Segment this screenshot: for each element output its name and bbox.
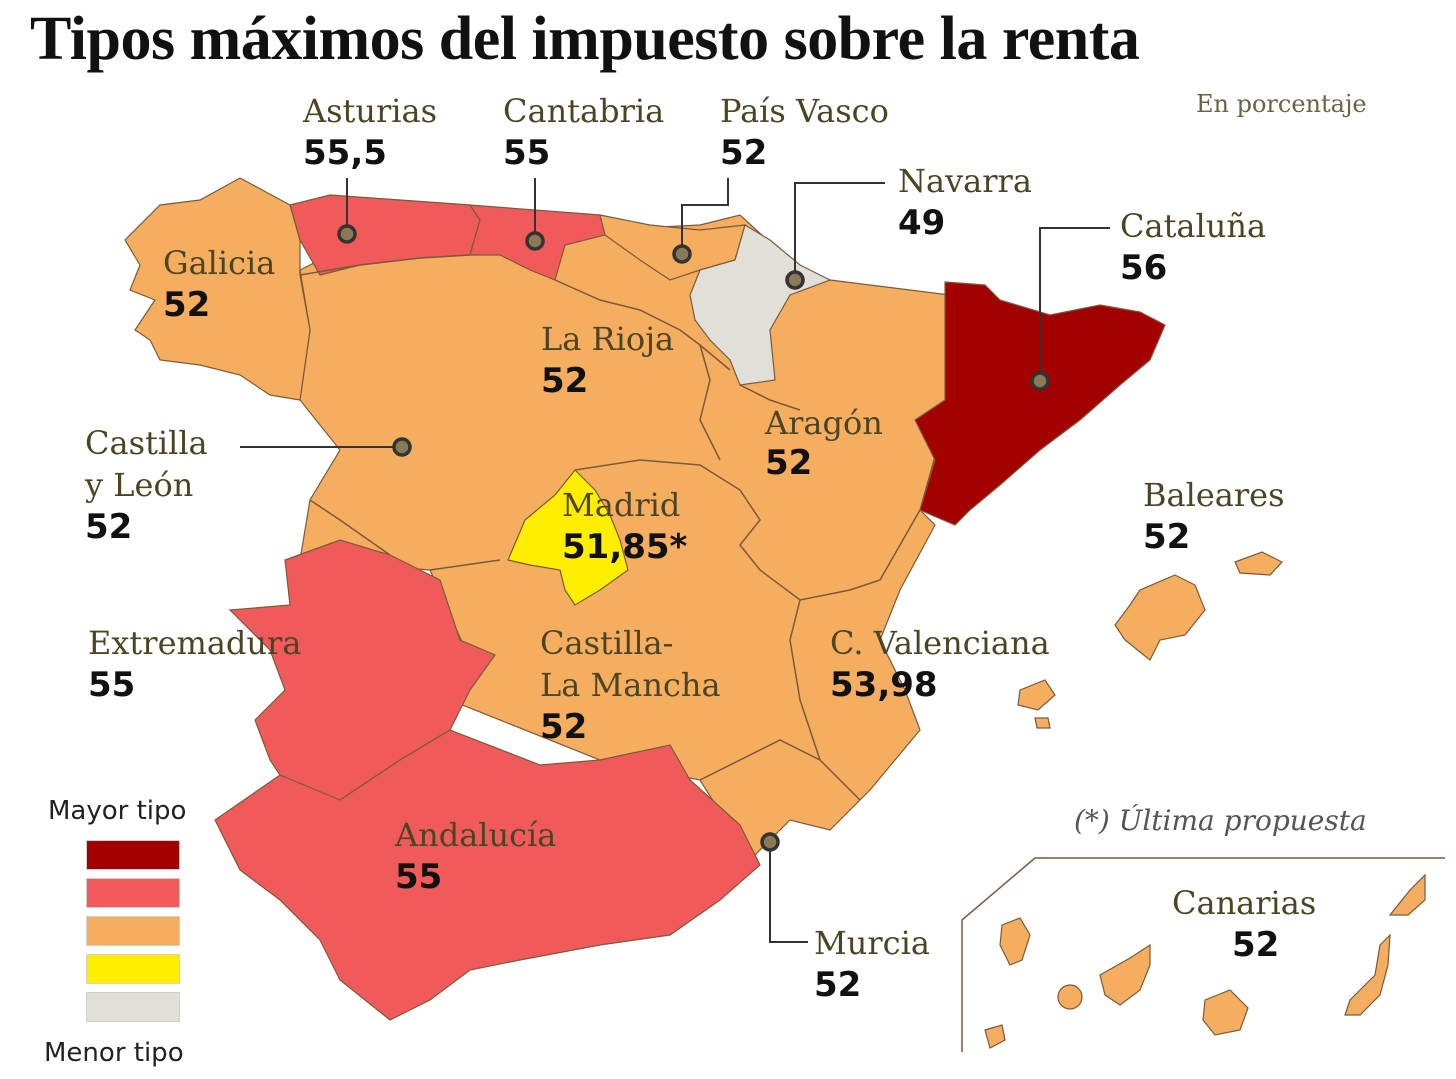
label-castilla-la-mancha-2: La Mancha (540, 666, 721, 704)
region-baleares-menorca (1234, 551, 1283, 576)
value-valenciana: 53,98 (830, 665, 938, 705)
label-murcia: Murcia (814, 924, 930, 962)
legend-swatch-lowest (86, 992, 180, 1022)
value-pais-vasco: 52 (720, 133, 768, 173)
label-asturias: Asturias (303, 92, 438, 130)
value-castilla-leon: 52 (85, 507, 133, 547)
dot-murcia (760, 832, 780, 852)
value-galicia: 52 (163, 285, 211, 325)
leader-dots (337, 224, 1050, 852)
label-andalucia: Andalucía (395, 816, 557, 854)
canarias-inset-frame (961, 857, 1445, 1052)
label-castilla-la-mancha-1: Castilla- (540, 624, 674, 662)
value-asturias: 55,5 (303, 133, 387, 173)
legend-swatch-highest (86, 840, 180, 870)
label-galicia: Galicia (163, 244, 276, 282)
dot-castilla-leon (392, 437, 412, 457)
value-cataluna: 56 (1120, 248, 1168, 288)
label-canarias: Canarias (1172, 884, 1317, 922)
region-borders (299, 254, 921, 801)
legend-swatch-low (86, 954, 180, 984)
region-cataluna (914, 281, 1166, 526)
region-madrid (507, 469, 629, 606)
dot-navarra (785, 270, 805, 290)
legend-swatch-high (86, 878, 180, 908)
label-cataluna: Cataluña (1120, 207, 1267, 245)
value-castilla-la-mancha: 52 (540, 707, 588, 747)
value-baleares: 52 (1143, 517, 1191, 557)
dot-pais-vasco (672, 244, 692, 264)
label-valenciana: C. Valenciana (830, 624, 1050, 662)
legend-swatch-mid (86, 916, 180, 946)
value-extremadura: 55 (88, 665, 136, 705)
region-baleares-formentera (1034, 717, 1051, 729)
legend-top-label: Mayor tipo (48, 796, 187, 826)
label-navarra: Navarra (898, 162, 1032, 200)
region-galicia (124, 177, 311, 401)
value-cantabria: 55 (503, 133, 551, 173)
label-aragon: Aragón (765, 404, 883, 442)
footnote: (*) Última propuesta (1074, 804, 1367, 837)
region-canarias (984, 873, 1426, 1049)
map-title: Tipos máximos del impuesto sobre la rent… (30, 5, 1140, 73)
label-la-rioja: La Rioja (541, 320, 675, 358)
dot-cataluna (1030, 371, 1050, 391)
label-baleares: Baleares (1143, 476, 1285, 514)
region-andalucia (214, 729, 761, 1021)
value-aragon: 52 (765, 443, 813, 483)
label-madrid: Madrid (562, 486, 681, 524)
unit-note: En porcentaje (1196, 90, 1367, 118)
value-navarra: 49 (898, 203, 946, 243)
label-castilla-leon-1: Castilla (85, 424, 208, 462)
label-castilla-leon-2: y León (85, 466, 194, 504)
value-canarias: 52 (1232, 925, 1280, 965)
region-baleares-ibiza (1017, 679, 1056, 711)
value-murcia: 52 (814, 965, 862, 1005)
label-cantabria: Cantabria (503, 92, 665, 130)
label-pais-vasco: País Vasco (720, 92, 889, 130)
value-madrid: 51,85* (562, 527, 688, 567)
value-la-rioja: 52 (541, 361, 589, 401)
region-baleares-mallorca (1114, 574, 1206, 661)
leader-lines (240, 178, 1110, 943)
dot-cantabria (525, 231, 545, 251)
value-andalucia: 55 (395, 857, 443, 897)
legend-bottom-label: Menor tipo (44, 1038, 184, 1068)
label-extremadura: Extremadura (88, 624, 302, 662)
dot-asturias (337, 224, 357, 244)
